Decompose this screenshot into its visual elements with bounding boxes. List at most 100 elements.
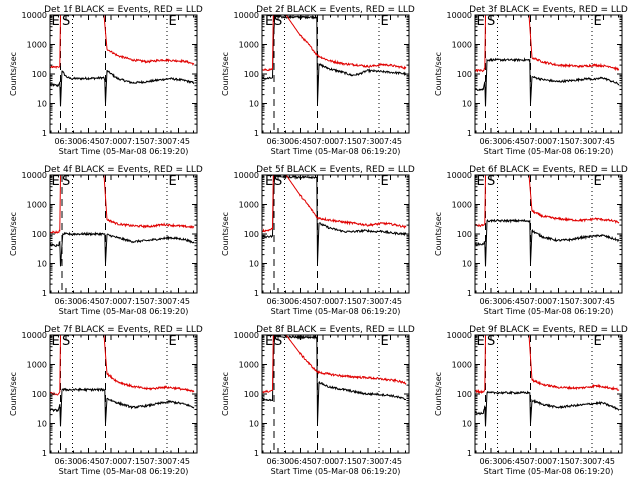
y-axis-label: Counts/sec — [434, 372, 443, 416]
y-tick-label: 100 — [32, 230, 47, 239]
y-tick-label: 1000 — [27, 361, 47, 370]
x-tick-label: 06:30 — [54, 457, 77, 466]
y-axis-label: Counts/sec — [221, 52, 230, 96]
x-tick-label: 06:45 — [289, 137, 312, 146]
panel-title: Det 7f BLACK = Events, RED = LLD — [44, 325, 203, 335]
marker-letter: S — [274, 174, 282, 189]
panel-title: Det 9f BLACK = Events, RED = LLD — [469, 325, 628, 335]
y-tick-label: 10000 — [22, 11, 47, 20]
marker-letter: E — [52, 174, 60, 189]
events-line — [50, 387, 195, 427]
x-tick-label: 07:45 — [379, 297, 402, 306]
marker-letter: S — [487, 174, 495, 189]
marker-letter: E — [381, 334, 389, 349]
marker-letter: E — [594, 334, 602, 349]
events-line — [262, 175, 407, 264]
x-tick-label: 06:30 — [266, 297, 289, 306]
events-line — [50, 69, 195, 107]
series-group — [50, 175, 195, 267]
panel-det-9: 1 10 100 1000 10000 06:30 06:45 07:00 07:15 07:30… — [434, 325, 628, 476]
x-tick-label: 07:30 — [356, 297, 379, 306]
marker-letter: E — [477, 14, 485, 29]
y-tick-label: 1000 — [27, 201, 47, 210]
x-tick-label: 07:30 — [356, 457, 379, 466]
marker-letter: E — [594, 174, 602, 189]
x-tick-label: 07:45 — [167, 457, 190, 466]
y-tick-label: 10 — [37, 420, 47, 429]
series-group — [475, 15, 620, 107]
x-axis-label: Start Time (05-Mar-08 06:19:20) — [59, 467, 189, 476]
y-tick-label: 10 — [249, 420, 259, 429]
panel-title: Det 1f BLACK = Events, RED = LLD — [44, 5, 203, 15]
y-tick-label: 1000 — [452, 361, 472, 370]
x-tick-label: 07:00 — [99, 457, 122, 466]
marker-letter: E — [169, 14, 177, 29]
y-tick-label: 1 — [254, 449, 259, 458]
y-tick-label: 10000 — [234, 171, 259, 180]
x-tick-label: 07:15 — [122, 297, 145, 306]
lld-line — [50, 175, 195, 234]
x-tick-label: 07:15 — [334, 137, 357, 146]
panel-title: Det 4f BLACK = Events, RED = LLD — [44, 165, 203, 175]
x-tick-label: 07:45 — [592, 137, 615, 146]
x-tick-label: 07:45 — [592, 457, 615, 466]
marker-letter: E — [169, 174, 177, 189]
y-tick-label: 10000 — [447, 331, 472, 340]
marker-letter: E — [381, 14, 389, 29]
marker-letter: S — [62, 334, 70, 349]
series-group — [50, 15, 195, 107]
x-axis-label: Start Time (05-Mar-08 06:19:20) — [271, 307, 401, 316]
x-tick-label: 07:45 — [167, 137, 190, 146]
y-tick-label: 10 — [37, 100, 47, 109]
y-tick-label: 100 — [244, 230, 259, 239]
panel-det-7: 1 10 100 1000 10000 06:30 06:45 07:00 07:15 07:30… — [9, 325, 203, 476]
y-axis-label: Counts/sec — [434, 212, 443, 256]
y-axis-label: Counts/sec — [221, 212, 230, 256]
marker-letter: E — [52, 14, 60, 29]
y-tick-label: 10 — [249, 260, 259, 269]
y-tick-label: 10000 — [22, 171, 47, 180]
lld-line — [475, 175, 620, 228]
marker-letter: E — [594, 14, 602, 29]
y-tick-label: 10000 — [447, 11, 472, 20]
y-tick-label: 1 — [42, 289, 47, 298]
series-group — [475, 175, 620, 267]
panel-title: Det 5f BLACK = Events, RED = LLD — [256, 165, 415, 175]
panel-det-4: 1 10 100 1000 10000 06:30 06:45 07:00 07:15 07:30… — [9, 165, 203, 316]
lld-line — [475, 15, 620, 73]
panel-det-8: 1 10 100 1000 10000 06:30 06:45 07:00 07:15 07:30… — [221, 325, 415, 476]
panel-det-6: 1 10 100 1000 10000 06:30 06:45 07:00 07:15 07:30… — [434, 165, 628, 316]
marker-letter: E — [265, 334, 273, 349]
x-tick-label: 07:15 — [547, 137, 570, 146]
series-group — [475, 335, 620, 427]
y-axis-label: Counts/sec — [9, 52, 18, 96]
x-axis-label: Start Time (05-Mar-08 06:19:20) — [271, 467, 401, 476]
x-tick-label: 06:30 — [479, 457, 502, 466]
lld-line — [50, 15, 195, 70]
y-tick-label: 1 — [42, 449, 47, 458]
panel-det-2: 1 10 100 1000 10000 06:30 06:45 07:00 07:15 07:30… — [221, 5, 415, 156]
y-tick-label: 10 — [462, 420, 472, 429]
x-tick-label: 07:45 — [592, 297, 615, 306]
marker-letter: E — [52, 334, 60, 349]
y-tick-label: 1000 — [239, 201, 259, 210]
x-tick-label: 07:00 — [99, 297, 122, 306]
lld-line — [50, 335, 195, 396]
series-group — [50, 335, 195, 427]
marker-letter: E — [169, 334, 177, 349]
y-tick-label: 1000 — [27, 41, 47, 50]
x-tick-label: 06:45 — [502, 137, 525, 146]
y-tick-label: 1 — [42, 129, 47, 138]
x-tick-label: 06:30 — [479, 297, 502, 306]
y-tick-label: 10000 — [447, 171, 472, 180]
y-tick-label: 10 — [249, 100, 259, 109]
x-tick-label: 06:45 — [502, 297, 525, 306]
x-tick-label: 06:30 — [479, 137, 502, 146]
y-tick-label: 100 — [244, 390, 259, 399]
x-tick-label: 06:45 — [77, 297, 100, 306]
y-tick-label: 10000 — [234, 11, 259, 20]
y-axis-label: Counts/sec — [9, 372, 18, 416]
panel-title: Det 8f BLACK = Events, RED = LLD — [256, 325, 415, 335]
x-tick-label: 07:15 — [547, 457, 570, 466]
